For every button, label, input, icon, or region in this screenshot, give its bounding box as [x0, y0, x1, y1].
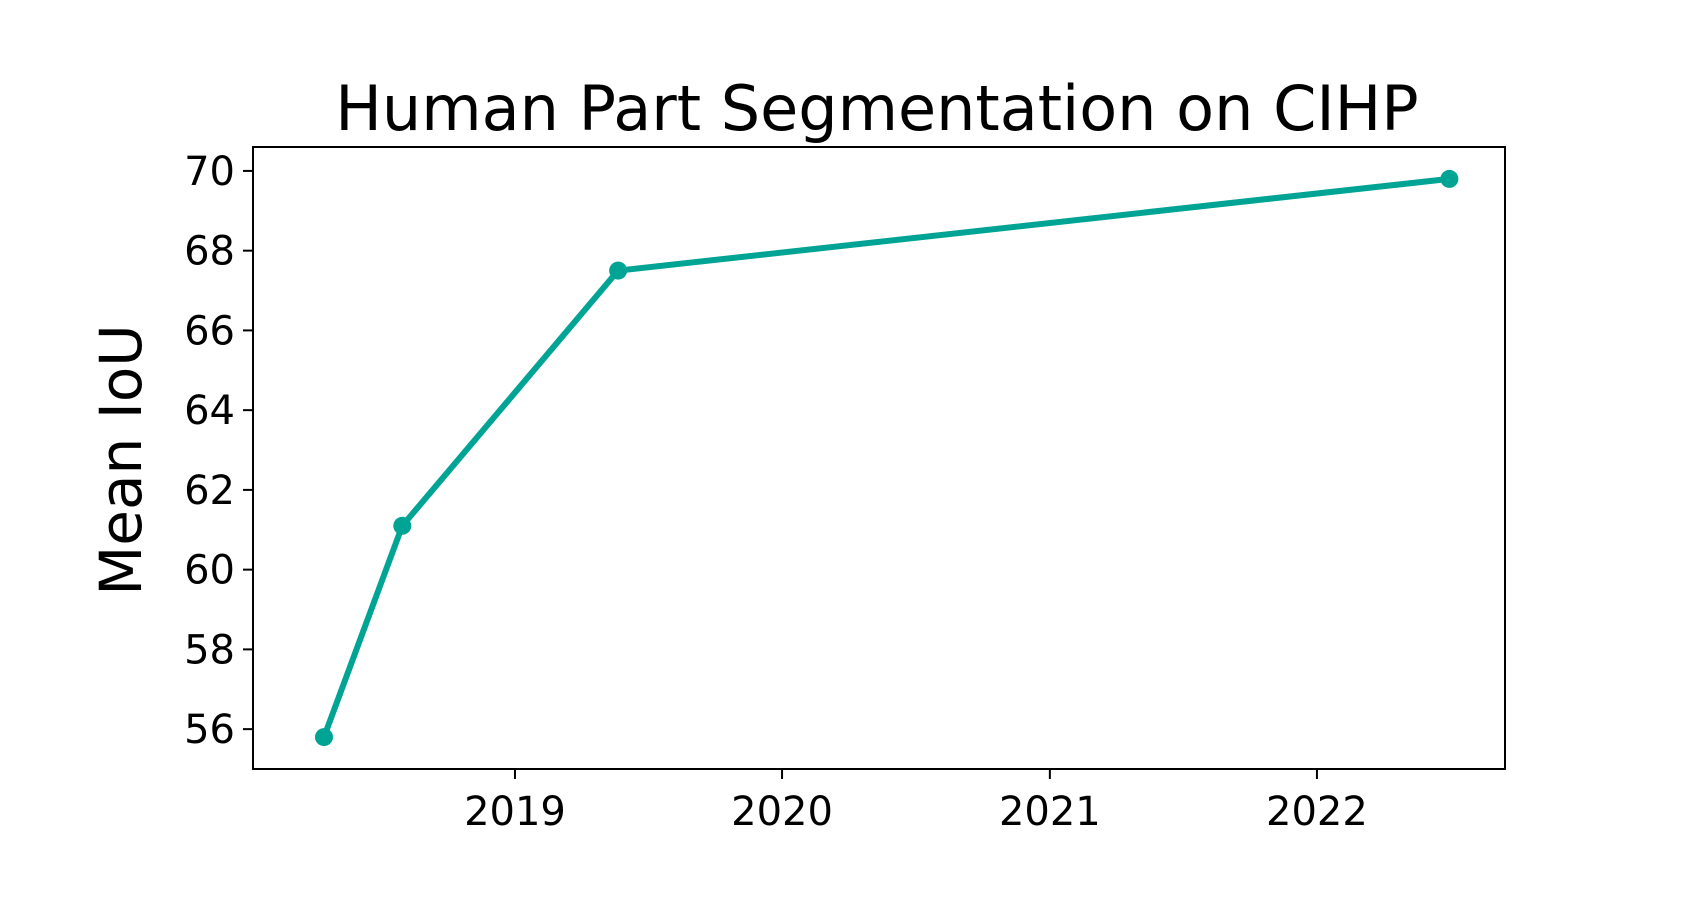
plot-area: 56 58 60 62 64 66 68 70 2019 2020 2021 2022: [184, 149, 1459, 835]
plot-frame: [252, 146, 1506, 770]
x-tick-label: 2021: [999, 789, 1101, 835]
x-tick-label: 2022: [1266, 789, 1368, 835]
y-tick-label: 64: [184, 388, 235, 434]
x-tick-label: 2020: [731, 789, 833, 835]
y-tick-label: 66: [184, 308, 235, 354]
series-line: [321, 175, 1453, 741]
data-point: [314, 728, 333, 747]
y-tick-label: 58: [184, 627, 235, 673]
data-point: [1440, 169, 1459, 188]
y-tick-label: 60: [184, 548, 235, 594]
chart-title: Human Part Segmentation on CIHP: [335, 72, 1418, 145]
x-tick-label: 2019: [464, 789, 566, 835]
data-point: [609, 261, 628, 280]
data-point: [393, 516, 412, 535]
y-tick-label: 68: [184, 229, 235, 275]
y-axis-title: Mean IoU: [87, 324, 155, 596]
y-tick-label: 56: [184, 707, 235, 753]
y-tick-label: 70: [184, 149, 235, 195]
y-tick-label: 62: [184, 468, 235, 514]
